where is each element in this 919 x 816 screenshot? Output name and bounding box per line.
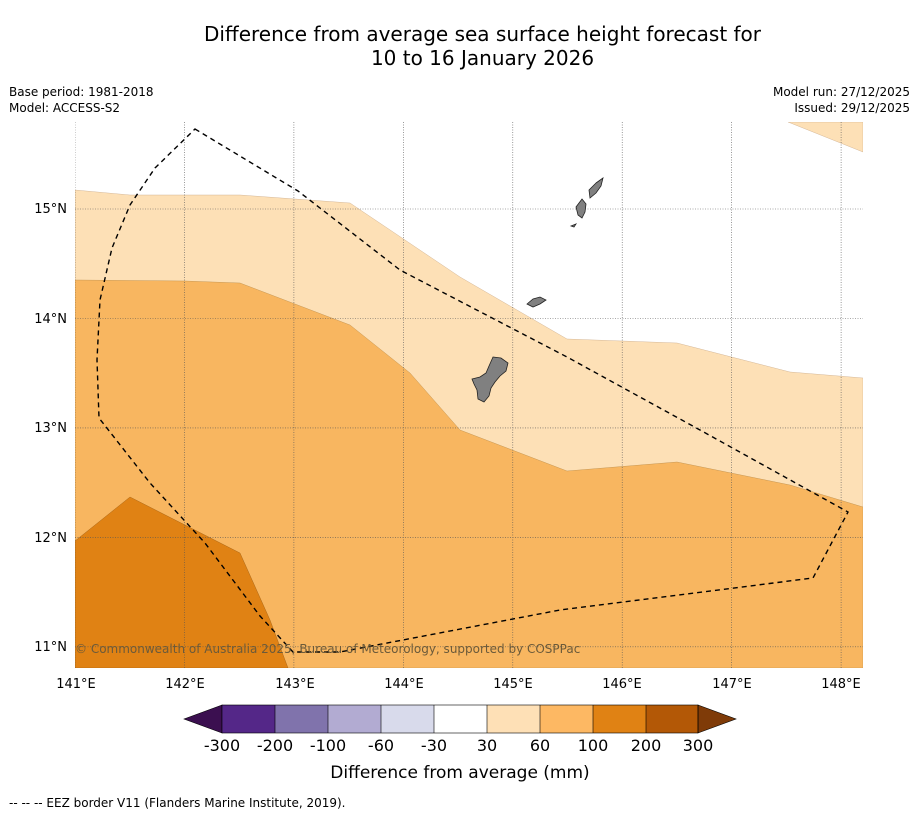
- meta-left: Base period: 1981-2018 Model: ACCESS-S2: [9, 84, 154, 116]
- title-line-1: Difference from average sea surface heig…: [203, 22, 762, 46]
- x-axis-ticks: 141°E 142°E 143°E 144°E 145°E 146°E 147°…: [56, 677, 861, 692]
- x-tick-label: 142°E: [165, 677, 205, 692]
- colorbar-swatch: [487, 705, 540, 733]
- colorbar-label: 60: [530, 736, 550, 755]
- colorbar-swatch: [381, 705, 434, 733]
- model-run: Model run: 27/12/2025: [772, 85, 910, 99]
- x-tick-label: 148°E: [821, 677, 861, 692]
- eez-border: [96, 128, 849, 653]
- colorbar-label: -60: [368, 736, 394, 755]
- colorbar-swatch: [275, 705, 328, 733]
- contour-30-60-northeast: [787, 122, 863, 153]
- y-axis-ticks: 15°N 14°N 13°N 12°N 11°N: [34, 202, 67, 655]
- islands: [471, 177, 604, 403]
- island-tinian: [575, 198, 587, 219]
- island-aguijan: [569, 223, 578, 228]
- colorbar-extend-low: [183, 704, 223, 734]
- x-tick-label: 147°E: [712, 677, 752, 692]
- colorbar-label: -100: [310, 736, 346, 755]
- y-tick-label: 11°N: [34, 640, 67, 655]
- chart-title: Difference from average sea surface heig…: [0, 22, 919, 70]
- base-period: Base period: 1981-2018: [9, 85, 154, 99]
- colorbar-title: Difference from average (mm): [330, 763, 589, 783]
- title-line-2: 10 to 16 January 2026: [370, 46, 595, 70]
- colorbar-swatch: [540, 705, 593, 733]
- map-plot-area: [75, 122, 863, 668]
- colorbar-label: -200: [257, 736, 293, 755]
- colorbar-label: 200: [631, 736, 662, 755]
- contour-100-200: [75, 496, 289, 668]
- eez-footer-note: -- -- -- EEZ border V11 (Flanders Marine…: [9, 796, 346, 810]
- island-saipan: [588, 177, 604, 199]
- colorbar-label: 300: [683, 736, 714, 755]
- colorbar-swatch: [328, 705, 381, 733]
- colorbar-label: -300: [204, 736, 240, 755]
- colorbar-swatch: [646, 705, 698, 733]
- colorbar-extend-high: [697, 704, 737, 734]
- x-tick-label: 143°E: [275, 677, 315, 692]
- colorbar-label: 30: [477, 736, 497, 755]
- x-tick-label: 146°E: [602, 677, 642, 692]
- island-rota: [526, 296, 547, 308]
- gridlines: [75, 122, 863, 668]
- colorbar-tick-labels: -300 -200 -100 -60 -30 30 60 100 200 300: [204, 736, 713, 755]
- model-name: Model: ACCESS-S2: [9, 101, 121, 115]
- y-tick-label: 12°N: [34, 531, 67, 546]
- x-tick-label: 145°E: [493, 677, 533, 692]
- y-tick-label: 15°N: [34, 202, 67, 217]
- y-tick-label: 13°N: [34, 421, 67, 436]
- x-tick-label: 144°E: [384, 677, 424, 692]
- colorbar-swatch: [222, 705, 275, 733]
- y-tick-label: 14°N: [34, 312, 67, 327]
- colorbar-swatch: [434, 705, 487, 733]
- colorbar-swatch: [593, 705, 646, 733]
- island-guam: [471, 356, 509, 403]
- contour-60-100: [75, 279, 863, 668]
- copyright-notice: © Commonwealth of Australia 2025, Bureau…: [75, 642, 580, 656]
- colorbar-label: -30: [421, 736, 447, 755]
- x-tick-label: 141°E: [56, 677, 96, 692]
- colorbar: -300 -200 -100 -60 -30 30 60 100 200 300…: [183, 704, 737, 783]
- meta-right: Model run: 27/12/2025 Issued: 29/12/2025: [773, 84, 910, 116]
- issued-date: Issued: 29/12/2025: [794, 101, 910, 115]
- colorbar-label: 100: [578, 736, 609, 755]
